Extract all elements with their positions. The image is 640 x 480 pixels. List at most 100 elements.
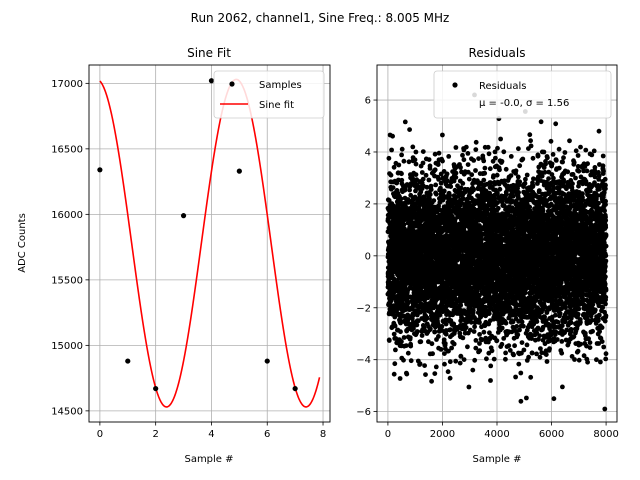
y-tick: 14500 [51, 406, 89, 417]
residual-point [399, 171, 404, 177]
legend-samples-marker [229, 81, 235, 87]
residual-point [390, 185, 396, 191]
residual-point [405, 300, 411, 306]
residual-point [499, 325, 505, 331]
residual-point [488, 378, 493, 383]
residual-point [519, 340, 525, 345]
residual-point [399, 339, 404, 344]
residual-point [432, 329, 438, 335]
residual-point [465, 169, 471, 175]
residual-point [460, 152, 465, 158]
residual-point [449, 345, 454, 351]
residual-point [517, 179, 523, 185]
sine-fit-frame [88, 64, 331, 423]
residual-point [420, 149, 426, 155]
residual-point [446, 348, 451, 354]
residual-point [465, 344, 470, 350]
residual-point [396, 162, 402, 168]
residual-point [433, 364, 439, 370]
residual-point [499, 159, 505, 164]
residual-point [435, 162, 441, 168]
y-tick-label: 17000 [51, 79, 83, 90]
residual-point [405, 350, 411, 356]
residual-point [445, 369, 451, 375]
residual-point [388, 172, 394, 178]
residual-point [408, 343, 414, 349]
residual-point [386, 155, 392, 161]
residual-point [419, 170, 425, 175]
residual-point [473, 168, 478, 173]
sample-point [208, 78, 215, 84]
residual-point [403, 343, 409, 348]
residual-point [402, 119, 408, 125]
residual-point [439, 328, 445, 333]
residual-point [432, 371, 438, 376]
residual-point [417, 361, 423, 367]
residual-point [511, 352, 516, 358]
residual-point [437, 312, 443, 318]
residual-point [448, 184, 454, 190]
residual-point [428, 187, 434, 193]
residual-point [472, 357, 478, 363]
residual-point [460, 181, 466, 186]
residual-point [495, 205, 501, 211]
y-tick-label: 15000 [51, 341, 83, 352]
x-tick-label: 6 [264, 429, 270, 440]
residual-point [423, 372, 428, 377]
residual-point [424, 184, 430, 190]
legend-sinefit-label: Sine fit [259, 100, 294, 111]
residual-point [407, 187, 412, 193]
residual-point [398, 329, 403, 335]
residual-point [486, 151, 492, 157]
residual-point [436, 177, 441, 182]
residual-point [465, 162, 471, 168]
residual-point [477, 332, 482, 337]
legend-samples-label: Samples [259, 80, 302, 91]
sample-point [125, 358, 131, 364]
residual-point [430, 351, 435, 357]
x-tick: 8 [320, 422, 326, 440]
residual-point [440, 132, 445, 138]
sine-fit-ylabel: ADC Counts [17, 213, 28, 273]
residual-point [518, 370, 524, 376]
residual-point [445, 178, 450, 184]
residual-point [426, 177, 432, 183]
residual-point [447, 192, 452, 198]
residual-point [515, 174, 521, 180]
residual-point [392, 361, 398, 367]
residual-point [489, 348, 495, 354]
residual-point [432, 151, 438, 157]
residual-point [486, 311, 492, 316]
residual-point [390, 133, 395, 139]
residual-point [443, 321, 449, 327]
residual-point [453, 175, 459, 180]
residual-point [433, 191, 439, 197]
residual-point [424, 315, 430, 321]
residual-point [518, 398, 524, 404]
x-tick: 4 [208, 422, 215, 440]
residual-point [399, 152, 404, 158]
residual-point [407, 127, 412, 132]
residual-point [481, 329, 487, 335]
residual-point [404, 371, 410, 377]
sine-fit-line [99, 78, 321, 408]
residual-point [397, 376, 403, 381]
residual-point [501, 149, 507, 155]
residual-point [482, 170, 488, 176]
residual-point [407, 335, 413, 341]
residual-point [458, 354, 464, 359]
y-tick: 16000 [51, 210, 89, 221]
residual-point [389, 147, 394, 153]
residual-point [485, 144, 491, 150]
residual-point [401, 335, 407, 340]
residual-point [412, 157, 418, 163]
residual-point [441, 337, 447, 343]
residual-point [481, 177, 487, 183]
residual-point [416, 318, 421, 324]
residual-point [494, 172, 500, 178]
sine-fit-title: Sine Fit [187, 46, 231, 60]
residual-point [477, 292, 482, 298]
figure-suptitle: Run 2062, channel1, Sine Freq.: 8.005 MH… [191, 11, 450, 25]
